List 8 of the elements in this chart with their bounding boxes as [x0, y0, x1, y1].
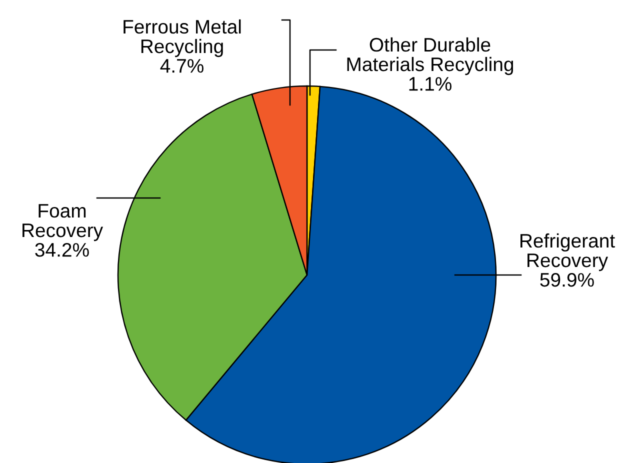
slice-label: Refrigerant Recovery [520, 233, 615, 272]
slice-label: Other Durable Materials Recycling [347, 37, 514, 76]
slice-label: Foam Recovery [22, 204, 104, 242]
data-label: 4.7% [160, 59, 204, 73]
data-label: 1.1% [409, 77, 452, 91]
slice-label: Ferrous Metal Recycling [124, 19, 241, 58]
data-label: 59.9% [540, 272, 594, 287]
data-label: 34.2% [35, 242, 89, 257]
